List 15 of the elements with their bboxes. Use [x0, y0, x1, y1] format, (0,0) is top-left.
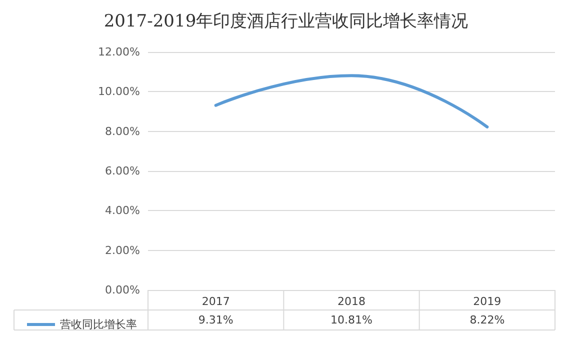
legend-label: 营收同比增长率 [60, 318, 137, 331]
x-tick-label: 2018 [338, 295, 366, 308]
data-label: 10.81% [330, 314, 372, 326]
x-tick-label: 2019 [473, 295, 502, 308]
x-tick-label: 2017 [202, 295, 230, 308]
y-tick-label: 8.00% [105, 124, 140, 138]
y-tick-label: 10.00% [98, 85, 140, 98]
y-tick-label: 0.00% [105, 284, 140, 296]
data-label: 9.31% [198, 314, 234, 326]
y-tick-label: 4.00% [105, 204, 140, 218]
data-label: 8.22% [470, 314, 505, 326]
y-tick-label: 2.00% [105, 244, 140, 257]
chart-title: 2017-2019年印度酒店行业营收同比增长率情况 [104, 12, 468, 32]
y-tick-label: 6.00% [105, 164, 140, 178]
y-tick-label: 12.00% [98, 46, 140, 58]
